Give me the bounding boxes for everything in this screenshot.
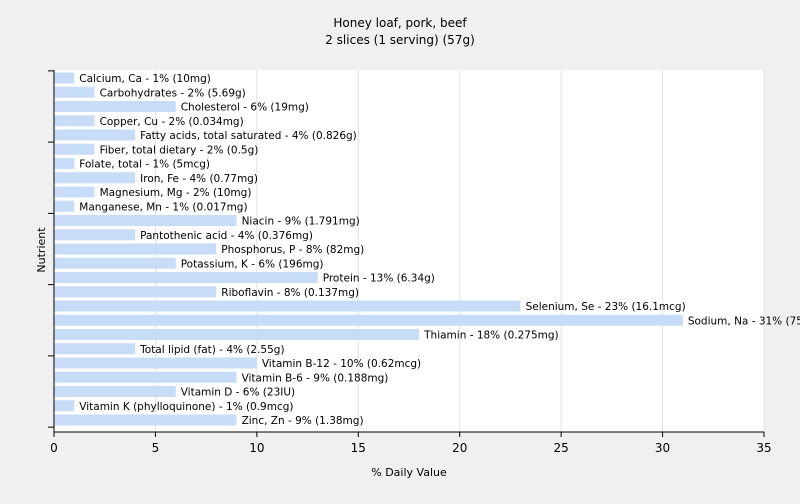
bar — [54, 400, 75, 412]
axes: 0 5 10 15 20 25 30 35 — [48, 70, 772, 455]
bar — [54, 257, 176, 269]
bar-label: Vitamin B-12 - 10% (0.62mcg) — [262, 358, 421, 370]
bar — [54, 357, 257, 369]
bar — [54, 414, 237, 426]
x-tick-label: 15 — [351, 441, 366, 455]
bar — [54, 229, 136, 241]
bar-label: Calcium, Ca - 1% (10mg) — [79, 73, 211, 85]
bar — [54, 286, 217, 298]
bar-label: Vitamin B-6 - 9% (0.188mg) — [242, 372, 389, 384]
bar-label: Pantothenic acid - 4% (0.376mg) — [140, 230, 313, 242]
chart-title: Honey loaf, pork, beef — [333, 16, 467, 30]
bar — [54, 129, 136, 141]
bar — [54, 386, 176, 397]
bar-label: Riboflavin - 8% (0.137mg) — [221, 287, 359, 299]
bar — [54, 215, 237, 226]
bar — [54, 200, 75, 212]
bar-label: Carbohydrates - 2% (5.69g) — [100, 87, 246, 99]
bar-label: Fatty acids, total saturated - 4% (0.826… — [140, 130, 357, 142]
bar — [54, 186, 95, 198]
x-tick-label: 30 — [655, 441, 670, 455]
bar — [54, 158, 75, 169]
x-tick-label: 20 — [452, 441, 467, 455]
bar-label: Zinc, Zn - 9% (1.38mg) — [242, 415, 364, 427]
x-tick-label: 35 — [756, 441, 771, 455]
bar-label: Potassium, K - 6% (196mg) — [181, 258, 324, 270]
bar-label: Selenium, Se - 23% (16.1mcg) — [526, 301, 686, 313]
bar-label: Magnesium, Mg - 2% (10mg) — [100, 187, 252, 199]
bar-label: Thiamin - 18% (0.275mg) — [423, 330, 559, 342]
bar — [54, 243, 217, 255]
x-tick-label: 5 — [152, 441, 160, 455]
bar — [54, 343, 136, 355]
bar — [54, 314, 683, 326]
bar-label: Cholesterol - 6% (19mg) — [181, 102, 309, 114]
bar-label: Iron, Fe - 4% (0.77mg) — [140, 173, 258, 185]
y-axis-label: Nutrient — [35, 227, 48, 273]
bar — [54, 86, 95, 98]
bars — [54, 72, 683, 426]
bar — [54, 143, 95, 155]
bar — [54, 329, 420, 340]
bar-label: Copper, Cu - 2% (0.034mg) — [100, 116, 244, 128]
x-tick-label: 10 — [249, 441, 264, 455]
bar-label: Folate, total - 1% (5mcg) — [79, 159, 210, 171]
bar — [54, 72, 75, 84]
grid — [154, 70, 765, 432]
bar-label: Fiber, total dietary - 2% (0.5g) — [100, 144, 259, 156]
bar-label: Vitamin D - 6% (23IU) — [181, 387, 295, 399]
bar-label: Phosphorus, P - 8% (82mg) — [221, 244, 364, 256]
bar — [54, 300, 521, 312]
bar — [54, 172, 136, 184]
chart-subtitle: 2 slices (1 serving) (57g) — [325, 33, 475, 47]
bar-label: Niacin - 9% (1.791mg) — [242, 216, 360, 228]
x-tick-label: 0 — [50, 441, 58, 455]
bar-label: Total lipid (fat) - 4% (2.55g) — [139, 344, 284, 356]
x-axis-label: % Daily Value — [371, 466, 447, 479]
bar-labels: Calcium, Ca - 1% (10mg) Carbohydrates - 2… — [79, 73, 800, 427]
bar-label: Protein - 13% (6.34g) — [323, 273, 435, 285]
bar — [54, 115, 95, 127]
bar-label: Vitamin K (phylloquinone) - 1% (0.9mcg) — [79, 401, 293, 413]
bar-label: Manganese, Mn - 1% (0.017mg) — [79, 201, 247, 213]
bar — [54, 272, 318, 283]
bar — [54, 371, 237, 383]
x-tick-label: 25 — [554, 441, 569, 455]
bar — [54, 101, 176, 112]
bar-label: Sodium, Na - 31% (752mg) — [688, 315, 800, 327]
